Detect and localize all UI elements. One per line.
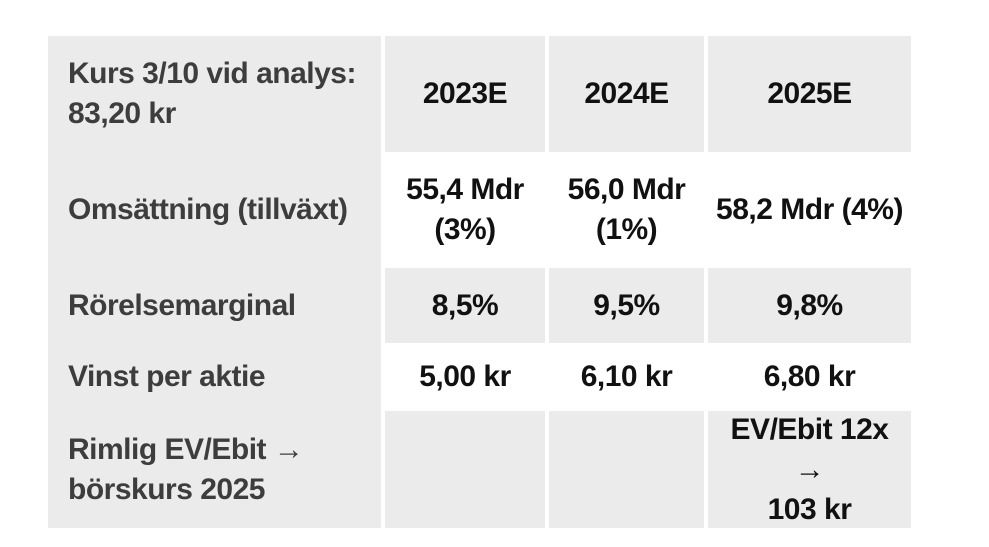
cell-rorelsemarginal-2024e: 9,5% (549, 268, 704, 343)
cell-ev-ebit-2024e (549, 411, 704, 528)
cell-omsattning-2023e: 55,4 Mdr (3%) (385, 152, 545, 268)
row-label-rorelsemarginal: Rörelsemarginal (48, 268, 381, 343)
cell-omsattning-2025e: 58,2 Mdr (4%) (708, 152, 911, 268)
header-row-label-kurs: Kurs 3/10 vid analys: 83,20 kr (48, 36, 381, 152)
cell-vinst-2023e: 5,00 kr (385, 343, 545, 411)
row-label-omsattning: Omsättning (tillväxt) (48, 152, 381, 268)
cell-vinst-2024e: 6,10 kr (549, 343, 704, 411)
header-cell-2023e: 2023E (385, 36, 545, 152)
cell-rorelsemarginal-2025e: 9,8% (708, 268, 911, 343)
header-cell-2025e: 2025E (708, 36, 911, 152)
cell-rorelsemarginal-2023e: 8,5% (385, 268, 545, 343)
cell-vinst-2025e: 6,80 kr (708, 343, 911, 411)
cell-ev-ebit-2025e: EV/Ebit 12x → 103 kr (708, 411, 911, 528)
row-label-rimlig-ev-ebit: Rimlig EV/Ebit → börskurs 2025 (48, 411, 381, 528)
cell-ev-ebit-2023e (385, 411, 545, 528)
forecast-table: Kurs 3/10 vid analys: 83,20 kr 2023E 202… (48, 36, 911, 528)
header-cell-2024e: 2024E (549, 36, 704, 152)
cell-omsattning-2024e: 56,0 Mdr (1%) (549, 152, 704, 268)
row-label-vinst-per-aktie: Vinst per aktie (48, 343, 381, 411)
